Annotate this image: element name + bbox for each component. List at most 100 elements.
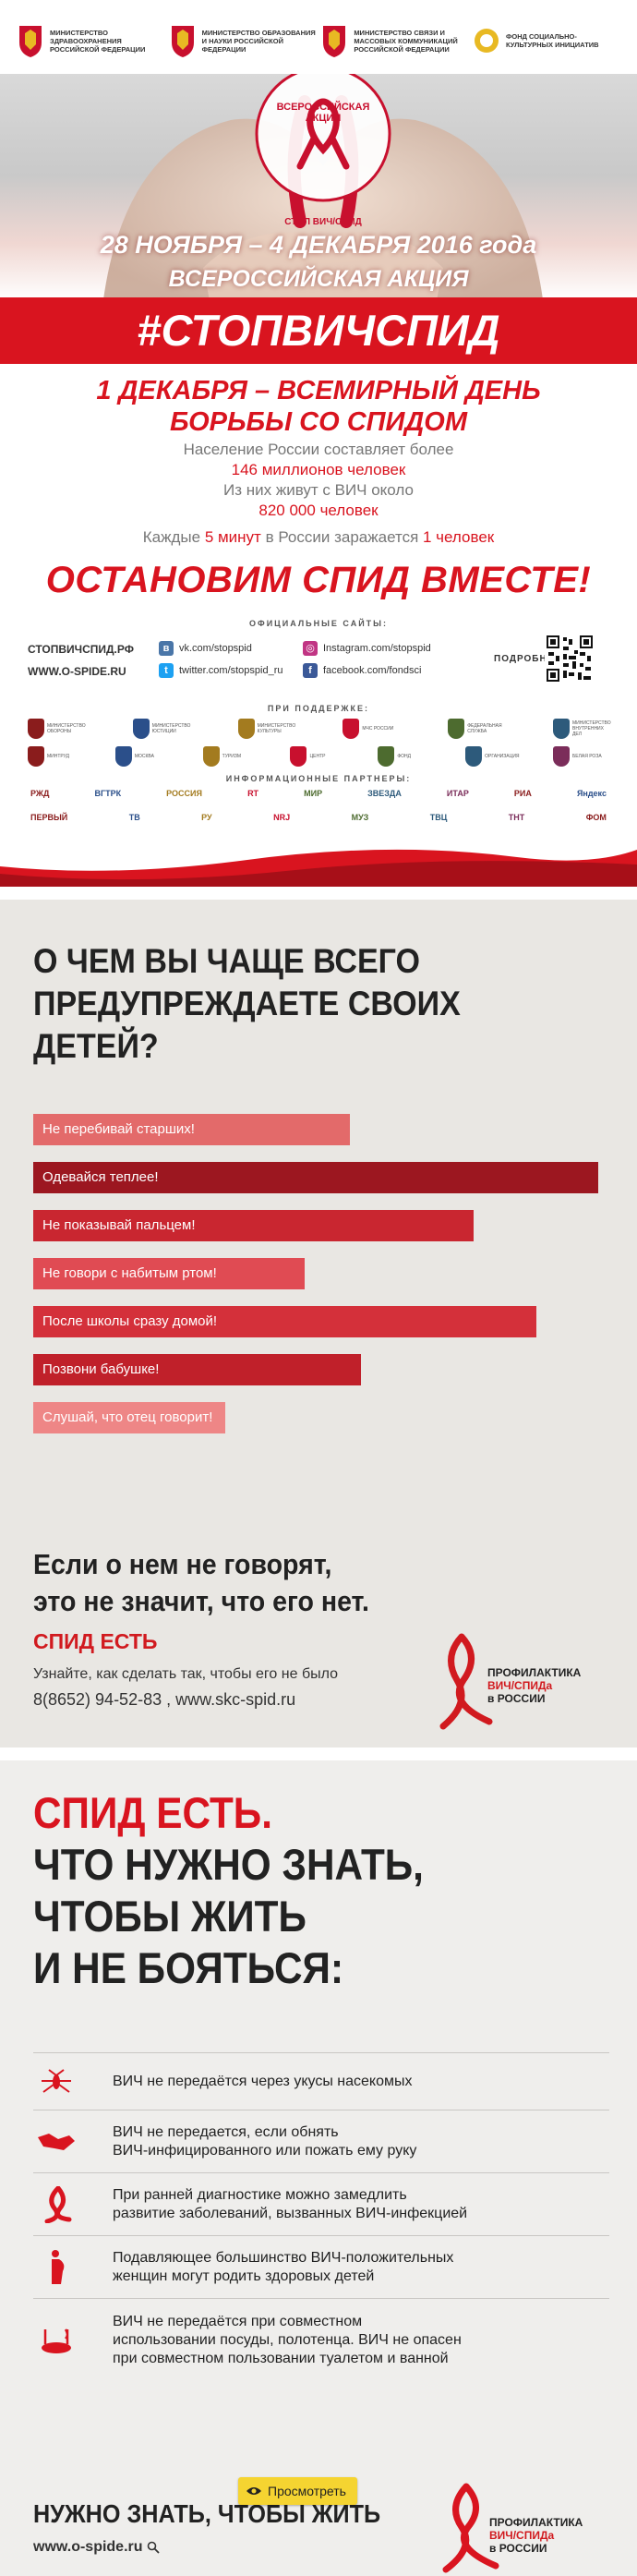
world-day-line-2: БОРЬБЫ СО СПИДОМ: [169, 407, 468, 437]
site-facebook[interactable]: f facebook.com/fondsci: [303, 663, 421, 678]
partners-title: ИНФОРМАЦИОННЫЕ ПАРТНЕРЫ:: [225, 774, 412, 783]
partner-logo: МИНТРУД: [28, 744, 84, 768]
red-ribbon-icon: [439, 1633, 493, 1730]
chart-bar: Позвони бабушке!: [33, 1354, 361, 1385]
partner-name: МИНИСТЕРСТВО ЮСТИЦИИ: [151, 723, 191, 734]
partner-logo: РЖД: [30, 789, 50, 798]
ministry-name: МИНИСТЕРСТВО ОБРАЗОВАНИЯ И НАУКИ РОССИЙС…: [201, 28, 316, 54]
site-twitter[interactable]: t twitter.com/stopspid_ru: [159, 663, 283, 678]
partner-name: ОРГАНИЗАЦИЯ: [485, 754, 520, 759]
media-logos-row-1: РЖД ВГТРК РОССИЯ RT МИР ЗВЕЗДА ИТАР РИА Яндекс: [28, 787, 609, 800]
emblem-icon: [202, 746, 220, 767]
stat-population-value: 146 миллионов человек: [231, 461, 406, 478]
fact-text: Подавляющее большинство ВИЧ-положительны…: [113, 2249, 453, 2286]
chart-bar: Не показывай пальцем!: [33, 1210, 474, 1241]
fact-line: Подавляющее большинство ВИЧ-положительны…: [113, 2249, 454, 2266]
partner-name: МИНТРУД: [47, 754, 69, 759]
instagram-icon: ◎: [303, 641, 318, 656]
aids-exists-label: СПИД ЕСТЬ: [33, 1629, 158, 1653]
fact-item: При ранней диагностике можно замедлить ра…: [33, 2172, 609, 2235]
campaign-subtitle: ВСЕРОССИЙСКАЯ АКЦИЯ: [168, 266, 469, 292]
official-sites-title: ОФИЦИАЛЬНЫЕ САЙТЫ:: [249, 619, 388, 628]
partner-name: ФОНД: [397, 754, 411, 759]
partner-logo: МЧС РОССИИ: [343, 717, 399, 741]
partner-logo: РИА: [513, 789, 532, 798]
emblem-icon: [237, 719, 255, 739]
partner-logo: МОСКВА: [114, 744, 172, 768]
partner-logo: ФОМ: [585, 813, 607, 822]
partner-logo: ПЕРВЫЙ: [30, 813, 68, 822]
emblem-icon: [465, 746, 483, 767]
partner-logo: МИНИСТЕРСТВО ОБОРОНЫ: [28, 717, 86, 741]
partner-logo: МИНИСТЕРСТВО ВНУТРЕННИХ ДЕЛ: [552, 717, 611, 741]
title-line-3: ЧТОБЫ ЖИТЬ: [33, 1892, 306, 1941]
fact-item: ВИЧ не передается, если обнять ВИЧ-инфици…: [33, 2110, 609, 2172]
site-instagram-label: Instagram.com/stopspid: [323, 643, 431, 654]
emblem-icon: [28, 719, 44, 739]
bar-label: Не перебивай старших!: [42, 1121, 195, 1137]
campaign-dates: 28 НОЯБРЯ – 4 ДЕКАБРЯ 2016 года: [100, 231, 537, 259]
poster-what-do-you-warn-children: О ЧЕМ ВЫ ЧАЩЕ ВСЕГО ПРЕДУПРЕЖДАЕТЕ СВОИХ…: [0, 900, 637, 1748]
partner-logo: ТВЦ: [429, 813, 448, 822]
site-instagram[interactable]: ◎ Instagram.com/stopspid: [303, 641, 431, 656]
eye-icon: [246, 2487, 261, 2495]
bar-label: После школы сразу домой!: [42, 1313, 218, 1329]
stat-red-text: 1 человек: [423, 528, 495, 546]
support-logos-row-1: МИНИСТЕРСТВО ОБОРОНЫ МИНИСТЕРСТВО ЮСТИЦИИ…: [28, 717, 611, 741]
partner-logo: РОССИЯ: [166, 789, 202, 798]
media-logos-row-2: ПЕРВЫЙ ТВ РУ NRJ МУЗ ТВЦ ТНТ ФОМ: [28, 811, 609, 824]
fact-line: ВИЧ не передается, если обнять: [113, 2123, 339, 2140]
partner-logo: ИТАР: [446, 789, 469, 798]
fact-text: При ранней диагностике можно замедлить ра…: [113, 2186, 467, 2223]
contact-line[interactable]: 8(8652) 94-52-83 , www.skc-spid.ru: [33, 1690, 296, 1709]
partner-name: МИНИСТЕРСТВО ВНУТРЕННИХ ДЕЛ: [571, 720, 611, 737]
logo-line-1: ПРОФИЛАКТИКА: [487, 1666, 582, 1679]
fact-item: ВИЧ не передаётся через укусы насекомых: [33, 2052, 609, 2110]
partner-logo: МИР: [304, 789, 323, 798]
survey-question-title: О ЧЕМ ВЫ ЧАЩЕ ВСЕГО ПРЕДУПРЕЖДАЕТЕ СВОИХ…: [33, 940, 569, 1068]
emblem-icon: [132, 719, 150, 739]
red-ribbon-icon: [442, 2483, 499, 2573]
stat-text: в России заражается: [260, 528, 423, 546]
chart-bar: Не перебивай старших!: [33, 1114, 350, 1145]
fact-line: При ранней диагностике можно замедлить: [113, 2186, 407, 2203]
learn-more-text: Узнайте, как сделать так, чтобы его не б…: [33, 1666, 339, 1682]
partner-name: ЦЕНТР: [309, 754, 326, 759]
site-twitter-label: twitter.com/stopspid_ru: [179, 665, 283, 676]
fund-logo-icon: [474, 29, 499, 53]
ministry-name: МИНИСТЕРСТВО СВЯЗИ И МАССОВЫХ КОММУНИКАЦ…: [354, 28, 458, 54]
site-stopvichspid[interactable]: СТОПВИЧСПИД.РФ: [28, 643, 134, 656]
title-line-4: И НЕ БОЯТЬСЯ:: [33, 1943, 344, 1992]
partner-name: МОСКВА: [134, 754, 154, 759]
hashtag-banner: #СТОПВИЧСПИД: [0, 297, 637, 364]
site-facebook-label: facebook.com/fondsci: [323, 665, 422, 676]
qr-code-icon[interactable]: [545, 634, 595, 683]
coat-of-arms-icon: [171, 26, 194, 57]
partner-logo: ОРГАНИЗАЦИЯ: [465, 744, 522, 768]
view-button[interactable]: Просмотреть: [238, 2477, 357, 2505]
red-ribbon-footer-icon: [0, 849, 637, 887]
fact-line: женщин могут родить здоровых детей: [113, 2268, 375, 2284]
chart-bar: Не говори с набитым ртом!: [33, 1258, 305, 1289]
logo-line-3: в РОССИИ: [489, 2542, 547, 2555]
stop-aids-slogan: ОСТАНОВИМ СПИД ВМЕСТЕ!: [45, 560, 592, 600]
badge-text-bottom: СТОП ВИЧ/СПИД: [284, 217, 362, 227]
mosquito-icon: [33, 2063, 79, 2100]
answer-heading: Если о нем не говорят, это не значит, чт…: [33, 1546, 369, 1620]
site-vk[interactable]: в vk.com/stopspid: [159, 641, 252, 656]
fact-line: развитие заболеваний, вызванных ВИЧ-инфе…: [113, 2205, 468, 2221]
site-o-spide[interactable]: WWW.O-SPIDE.RU: [28, 665, 126, 678]
partner-logo: RT: [247, 789, 259, 798]
emblem-icon: [343, 719, 360, 739]
coat-of-arms-icon: [323, 26, 346, 57]
emblem-icon: [552, 719, 570, 739]
partner-logo: ЗВЕЗДА: [367, 789, 402, 798]
stat-hiv: Из них живут с ВИЧ около: [223, 481, 414, 499]
partner-logo: ТНТ: [508, 813, 525, 822]
more-info-label: ПОДРОБНЕЕ: [494, 654, 562, 664]
partner-logo: РУ: [201, 813, 212, 822]
title-line-2: ЧТО НУЖНО ЗНАТЬ,: [33, 1840, 424, 1889]
site-link[interactable]: www.o-spide.ru: [33, 2539, 160, 2556]
partner-logo: Яндекс: [576, 789, 607, 798]
pregnant-woman-icon: [33, 2249, 79, 2286]
